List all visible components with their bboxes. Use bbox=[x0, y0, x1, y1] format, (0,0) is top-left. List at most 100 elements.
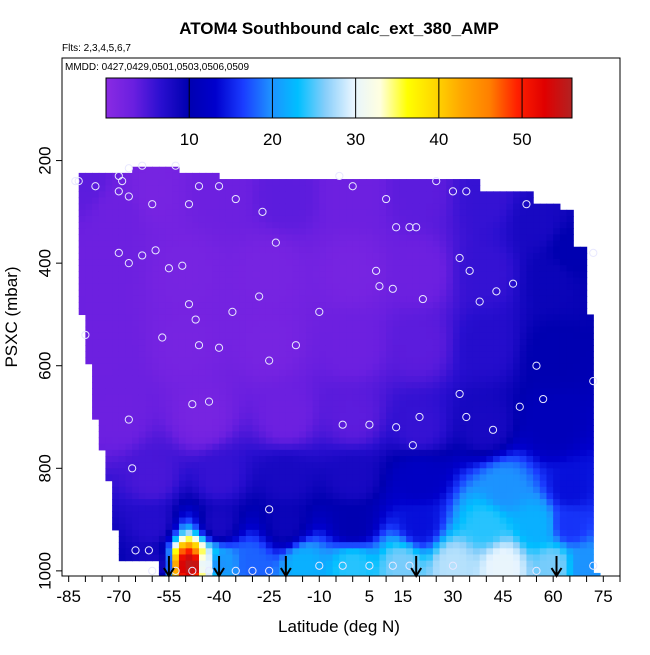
heatmap-cell bbox=[519, 400, 528, 408]
x-tick-label: -70 bbox=[107, 587, 132, 606]
heatmap-cell bbox=[125, 382, 133, 389]
heatmap-cell bbox=[332, 197, 340, 205]
heatmap-cell bbox=[392, 492, 401, 500]
heatmap-cell bbox=[566, 265, 574, 272]
sample-point bbox=[184, 300, 194, 309]
heatmap-cell bbox=[539, 523, 548, 531]
heatmap-cell bbox=[559, 345, 568, 352]
heatmap-cell bbox=[152, 295, 160, 303]
heatmap-cell bbox=[325, 486, 334, 494]
heatmap-cell bbox=[138, 455, 147, 463]
heatmap-cell bbox=[472, 511, 481, 519]
heatmap-cell bbox=[339, 314, 347, 322]
heatmap-cell bbox=[265, 486, 274, 494]
heatmap-cell bbox=[499, 363, 507, 371]
heatmap-cell bbox=[399, 375, 407, 383]
heatmap-cell bbox=[386, 363, 394, 371]
heatmap-cell bbox=[252, 394, 260, 402]
heatmap-cell bbox=[98, 209, 107, 217]
heatmap-cell bbox=[299, 425, 307, 432]
heatmap-cell bbox=[259, 302, 267, 309]
heatmap-cell bbox=[185, 462, 193, 469]
heatmap-cell bbox=[239, 486, 247, 494]
heatmap-cell bbox=[493, 566, 501, 574]
heatmap-cell bbox=[332, 179, 340, 186]
heatmap-cell bbox=[305, 455, 314, 463]
heatmap-cell bbox=[98, 363, 107, 371]
heatmap-cell bbox=[493, 246, 501, 254]
heatmap-cell bbox=[426, 277, 434, 285]
heatmap-cell bbox=[493, 523, 501, 531]
heatmap-cell bbox=[406, 215, 414, 223]
heatmap-cell bbox=[486, 271, 494, 279]
heatmap-cell bbox=[152, 542, 160, 549]
sample-point bbox=[522, 200, 531, 209]
heatmap-cell bbox=[553, 394, 561, 402]
heatmap-cell bbox=[292, 449, 300, 457]
heatmap-cell bbox=[526, 560, 534, 568]
heatmap-cell bbox=[158, 375, 167, 383]
heatmap-cell bbox=[292, 425, 300, 432]
heatmap-cell bbox=[312, 345, 320, 352]
heatmap-cell bbox=[392, 462, 401, 469]
heatmap-cell bbox=[566, 480, 574, 488]
heatmap-cell bbox=[519, 345, 528, 352]
heatmap-cell bbox=[125, 529, 133, 537]
heatmap-cell bbox=[152, 166, 160, 174]
heatmap-cell bbox=[513, 357, 521, 365]
heatmap-cell bbox=[533, 259, 541, 266]
heatmap-cell bbox=[539, 425, 548, 432]
heatmap-cell bbox=[299, 535, 307, 543]
heatmap-cell bbox=[125, 369, 133, 377]
heatmap-cell bbox=[519, 271, 528, 279]
heatmap-cell bbox=[212, 222, 220, 229]
heatmap-cell bbox=[212, 314, 220, 322]
heatmap-cell bbox=[419, 339, 427, 346]
heatmap-cell bbox=[586, 572, 594, 576]
sample-point bbox=[148, 566, 157, 575]
heatmap-cell bbox=[352, 197, 360, 205]
heatmap-cell bbox=[379, 252, 387, 260]
heatmap-cell bbox=[553, 320, 561, 328]
heatmap-cell bbox=[499, 431, 507, 439]
heatmap-cell bbox=[426, 419, 434, 426]
heatmap-cell bbox=[219, 351, 227, 359]
heatmap-cell bbox=[446, 314, 454, 322]
heatmap-cell bbox=[245, 271, 254, 279]
heatmap-cell bbox=[165, 259, 173, 266]
heatmap-cell bbox=[439, 511, 447, 519]
heatmap-cell bbox=[172, 492, 180, 500]
heatmap-cell bbox=[265, 492, 274, 500]
heatmap-cell bbox=[272, 197, 280, 205]
heatmap-cell bbox=[118, 363, 127, 371]
heatmap-cell bbox=[539, 511, 548, 519]
heatmap-cell bbox=[346, 511, 354, 519]
heatmap-cell bbox=[125, 388, 133, 396]
heatmap-cell bbox=[332, 542, 340, 549]
heatmap-cell bbox=[579, 492, 588, 500]
heatmap-cell bbox=[185, 455, 193, 463]
heatmap-cell bbox=[192, 548, 200, 556]
heatmap-cell bbox=[379, 357, 387, 365]
heatmap-cell bbox=[406, 252, 414, 260]
heatmap-cell bbox=[432, 400, 441, 408]
heatmap-cell bbox=[546, 566, 554, 574]
heatmap-cell bbox=[506, 406, 514, 414]
heatmap-cell bbox=[452, 529, 461, 537]
heatmap-cell bbox=[446, 228, 454, 236]
heatmap-cell bbox=[386, 326, 394, 334]
heatmap-cell bbox=[372, 234, 381, 242]
heatmap-cell bbox=[553, 505, 561, 512]
heatmap-cell bbox=[165, 351, 173, 359]
heatmap-cell bbox=[579, 505, 588, 512]
sample-point bbox=[124, 415, 133, 424]
heatmap-cell bbox=[479, 462, 487, 469]
heatmap-cell bbox=[366, 228, 374, 236]
heatmap-cell bbox=[359, 529, 367, 537]
heatmap-cell bbox=[132, 295, 140, 303]
heatmap-cell bbox=[586, 468, 594, 476]
heatmap-cell bbox=[158, 492, 167, 500]
heatmap-cell bbox=[346, 191, 354, 199]
heatmap-cell bbox=[325, 234, 334, 242]
heatmap-cell bbox=[325, 203, 334, 211]
